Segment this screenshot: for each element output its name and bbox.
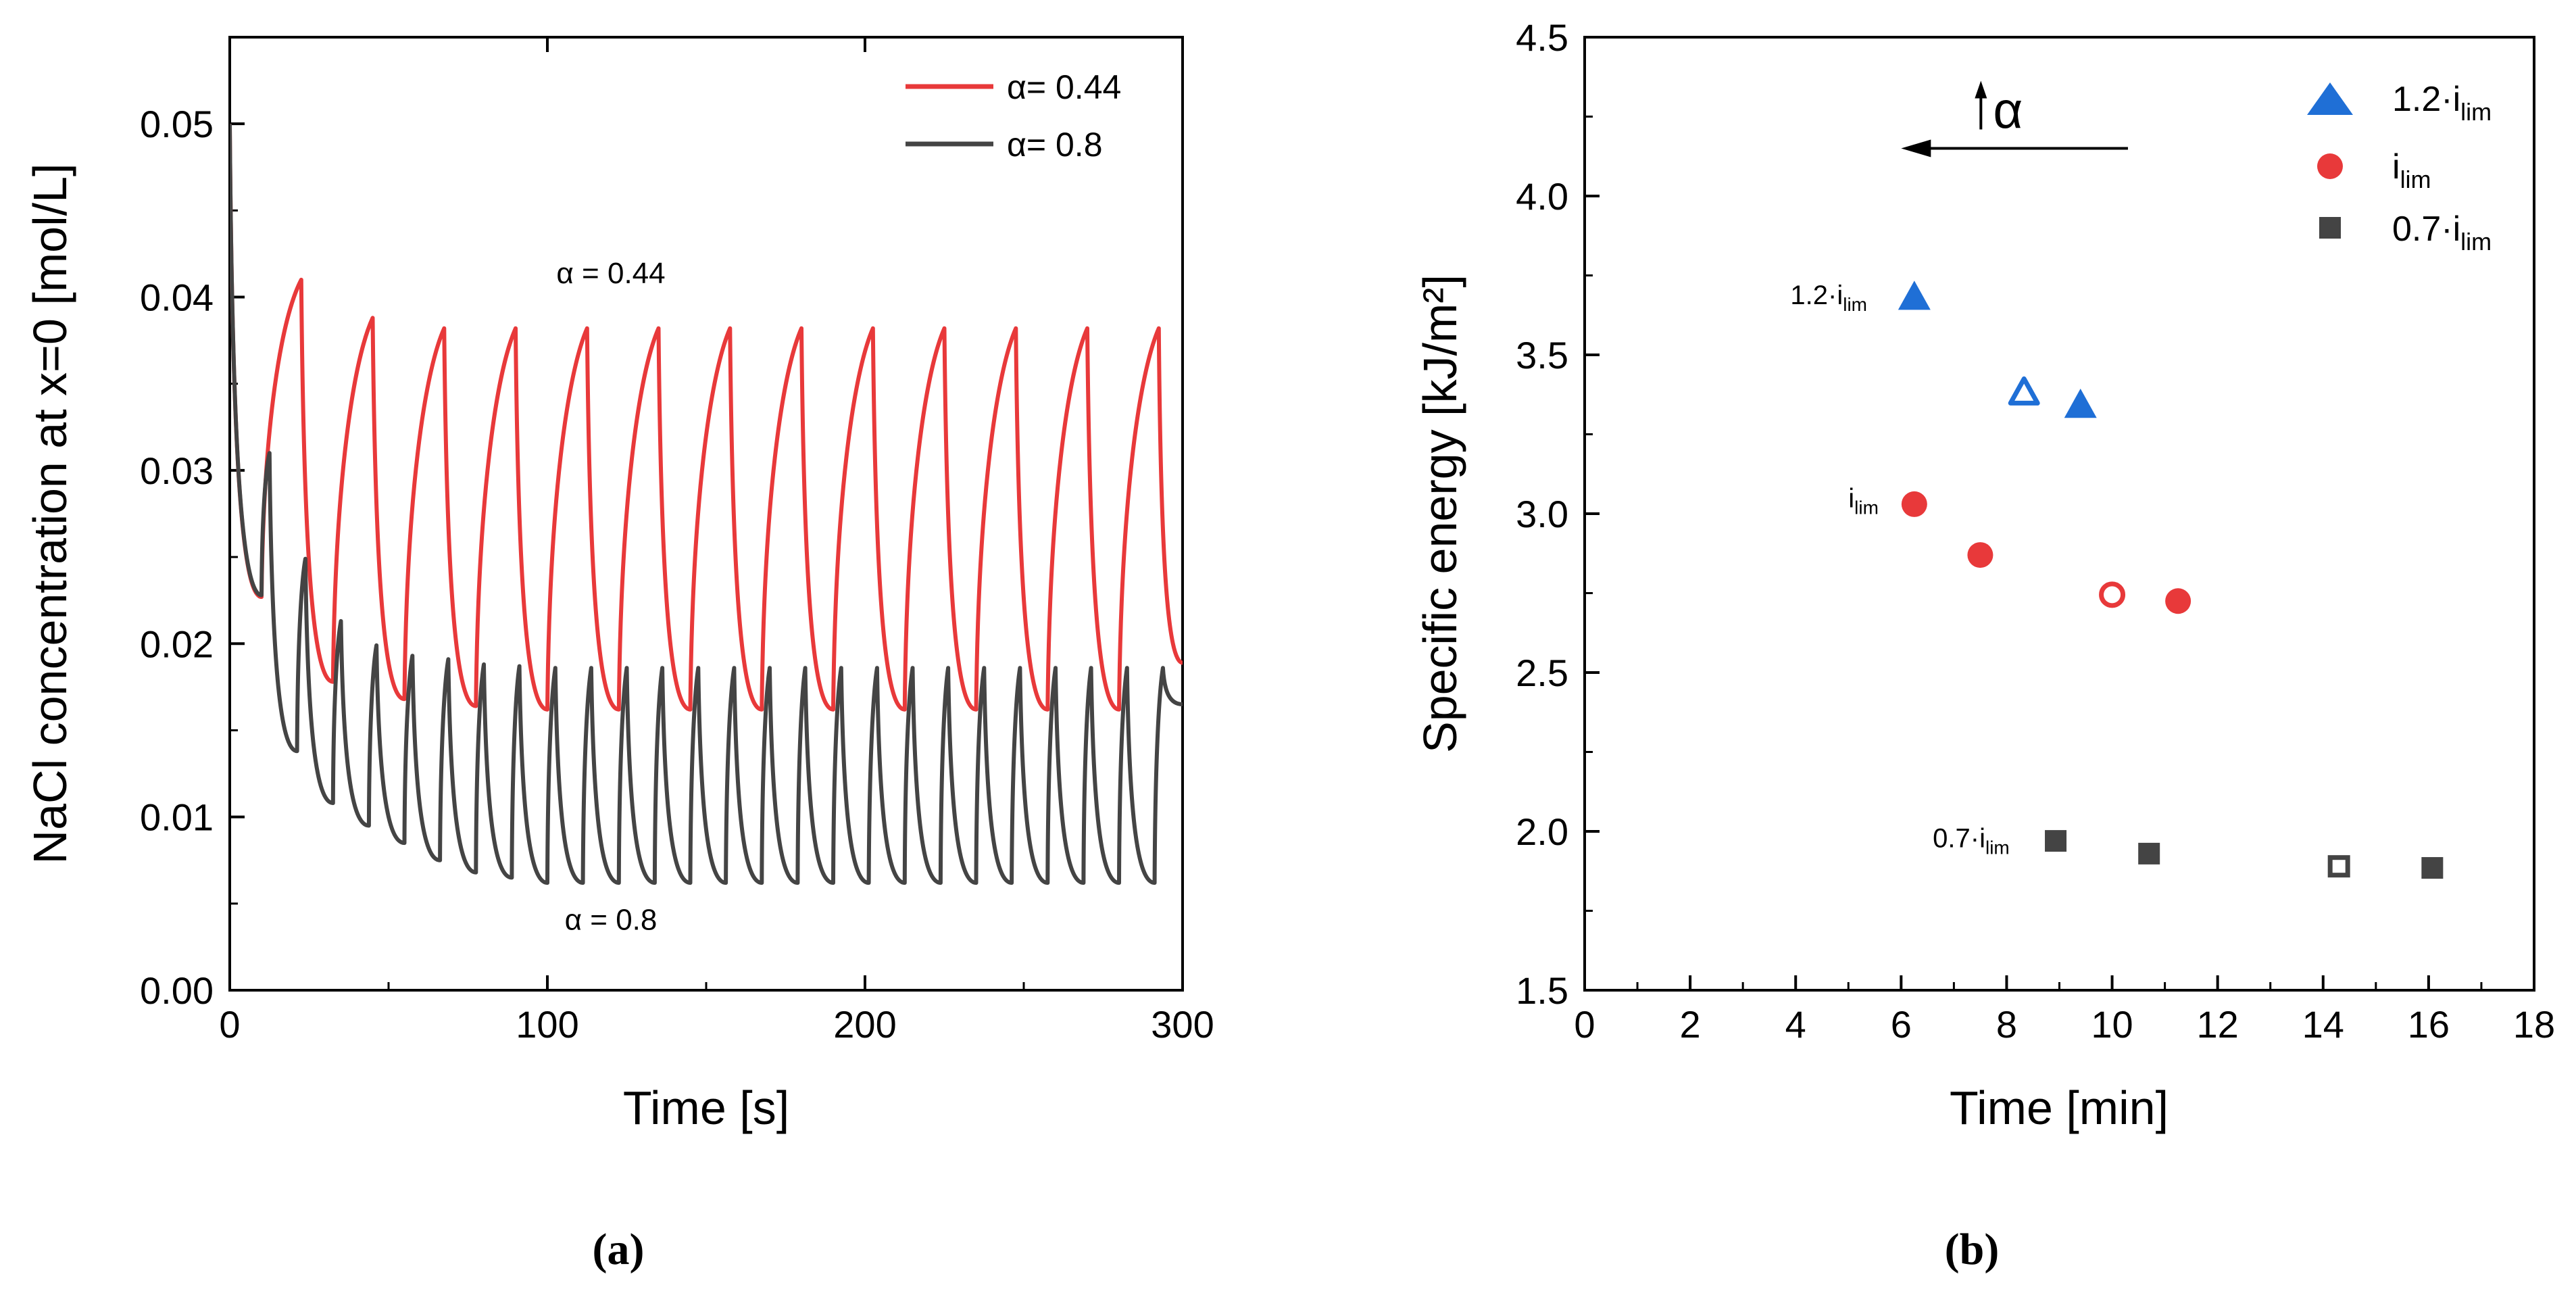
x-tick-label: 8 xyxy=(1996,1003,2017,1046)
panel-a-plot-frame xyxy=(228,36,1184,992)
alpha-up-arrow-head xyxy=(1975,80,1987,99)
x-axis-label: Time [s] xyxy=(623,1081,789,1134)
panel-b-chart: 0 2 4 6 8 10 12 14 16 18 1.5 2.0 2.5 3.0… xyxy=(1414,16,2555,1274)
y-tick-label: 2.0 xyxy=(1516,810,1568,853)
y-tick-label: 0.01 xyxy=(140,796,214,839)
legend-label-alpha-0.44: α= 0.44 xyxy=(1007,68,1121,106)
panel-a-chart: 0 100 200 300 0.00 0.01 0.02 0.03 0.04 0… xyxy=(24,36,1214,1274)
x-axis-label: Time [min] xyxy=(1950,1081,2169,1134)
panel-b-caption: (b) xyxy=(1945,1225,2000,1274)
x-tick-label: 4 xyxy=(1785,1003,1806,1046)
x-tick-label: 2 xyxy=(1680,1003,1701,1046)
y-axis-label: Specific energy [kJ/m²] xyxy=(1414,274,1466,753)
legend-label-alpha-0.8: α= 0.8 xyxy=(1007,126,1103,164)
y-tick-label: 3.0 xyxy=(1516,493,1568,535)
x-tick-label: 100 xyxy=(516,1003,578,1046)
data-point-circle-hollow xyxy=(2099,581,2126,608)
y-tick-label: 3.5 xyxy=(1516,334,1568,376)
x-tick-label: 200 xyxy=(833,1003,896,1046)
x-tick-label: 14 xyxy=(2302,1003,2344,1046)
series-line-alpha-0.44 xyxy=(230,124,1183,712)
panel-b-ticks xyxy=(1583,36,2535,992)
y-tick-label: 0.04 xyxy=(140,276,214,319)
y-tick-label: 0.02 xyxy=(140,623,214,665)
data-point-triangle-hollow xyxy=(2008,376,2040,406)
annotation-0.7-ilim: 0.7·ilim xyxy=(1933,824,2010,858)
y-tick-label: 4.0 xyxy=(1516,175,1568,218)
y-tick-label: 4.5 xyxy=(1516,16,1568,59)
legend-marker-circle xyxy=(2317,153,2343,179)
x-tick-label: 300 xyxy=(1151,1003,1214,1046)
x-tick-label: 18 xyxy=(2513,1003,2555,1046)
y-tick-label: 0.00 xyxy=(140,969,214,1012)
panel-a-y-tick-labels: 0.00 0.01 0.02 0.03 0.04 0.05 xyxy=(140,103,214,1012)
x-tick-label: 6 xyxy=(1891,1003,1912,1046)
y-tick-label: 0.05 xyxy=(140,103,214,145)
panel-b-data-points xyxy=(1898,281,2444,879)
annotation-alpha-0.8: α = 0.8 xyxy=(565,903,658,936)
panel-a-x-tick-labels: 0 100 200 300 xyxy=(219,1003,1214,1046)
x-tick-label: 10 xyxy=(2091,1003,2133,1046)
alpha-arrow-head xyxy=(1901,139,1931,157)
data-point-square xyxy=(2045,830,2067,852)
legend-label-ilim: ilim xyxy=(2392,147,2431,193)
data-point-triangle xyxy=(1898,281,1931,310)
x-tick-label: 16 xyxy=(2408,1003,2450,1046)
legend-label-0.7-ilim: 0.7·ilim xyxy=(2392,210,2492,255)
series-line-alpha-0.8 xyxy=(230,124,1183,885)
x-tick-label: 0 xyxy=(1574,1003,1595,1046)
legend-marker-square xyxy=(2319,217,2341,239)
panel-a-ticks xyxy=(228,37,1184,992)
panel-a-legend: α= 0.44 α= 0.8 xyxy=(906,68,1121,164)
data-point-square xyxy=(2138,842,2160,864)
legend-label-1.2-ilim: 1.2·ilim xyxy=(2392,80,2492,126)
data-point-square xyxy=(2421,857,2444,879)
annotation-1.2-ilim: 1.2·ilim xyxy=(1790,281,1867,315)
data-point-triangle xyxy=(2064,389,2097,418)
x-tick-label: 12 xyxy=(2197,1003,2239,1046)
panel-b-legend: 1.2·ilim ilim 0.7·ilim xyxy=(2307,80,2492,255)
panel-b-x-tick-labels: 0 2 4 6 8 10 12 14 16 18 xyxy=(1574,1003,2555,1046)
panel-b-y-tick-labels: 1.5 2.0 2.5 3.0 3.5 4.0 4.5 xyxy=(1516,16,1568,1012)
y-tick-label: 0.03 xyxy=(140,449,214,492)
data-point-circle xyxy=(1967,542,1993,568)
y-tick-label: 2.5 xyxy=(1516,652,1568,694)
legend-marker-triangle xyxy=(2307,82,2353,115)
annotation-alpha-0.44: α = 0.44 xyxy=(556,257,665,290)
panel-a-caption: (a) xyxy=(593,1225,645,1274)
data-point-square-hollow xyxy=(2327,855,2350,878)
annotation-ilim: ilim xyxy=(1848,484,1879,518)
x-tick-label: 0 xyxy=(219,1003,240,1046)
data-point-circle xyxy=(1901,491,1927,517)
data-point-circle xyxy=(2165,588,2191,614)
alpha-arrow-label: α xyxy=(1993,82,2023,140)
y-axis-label: NaCl concentration at x=0 [mol/L] xyxy=(24,164,76,864)
y-tick-label: 1.5 xyxy=(1516,969,1568,1012)
alpha-arrow-annotation: α xyxy=(1901,80,2128,157)
